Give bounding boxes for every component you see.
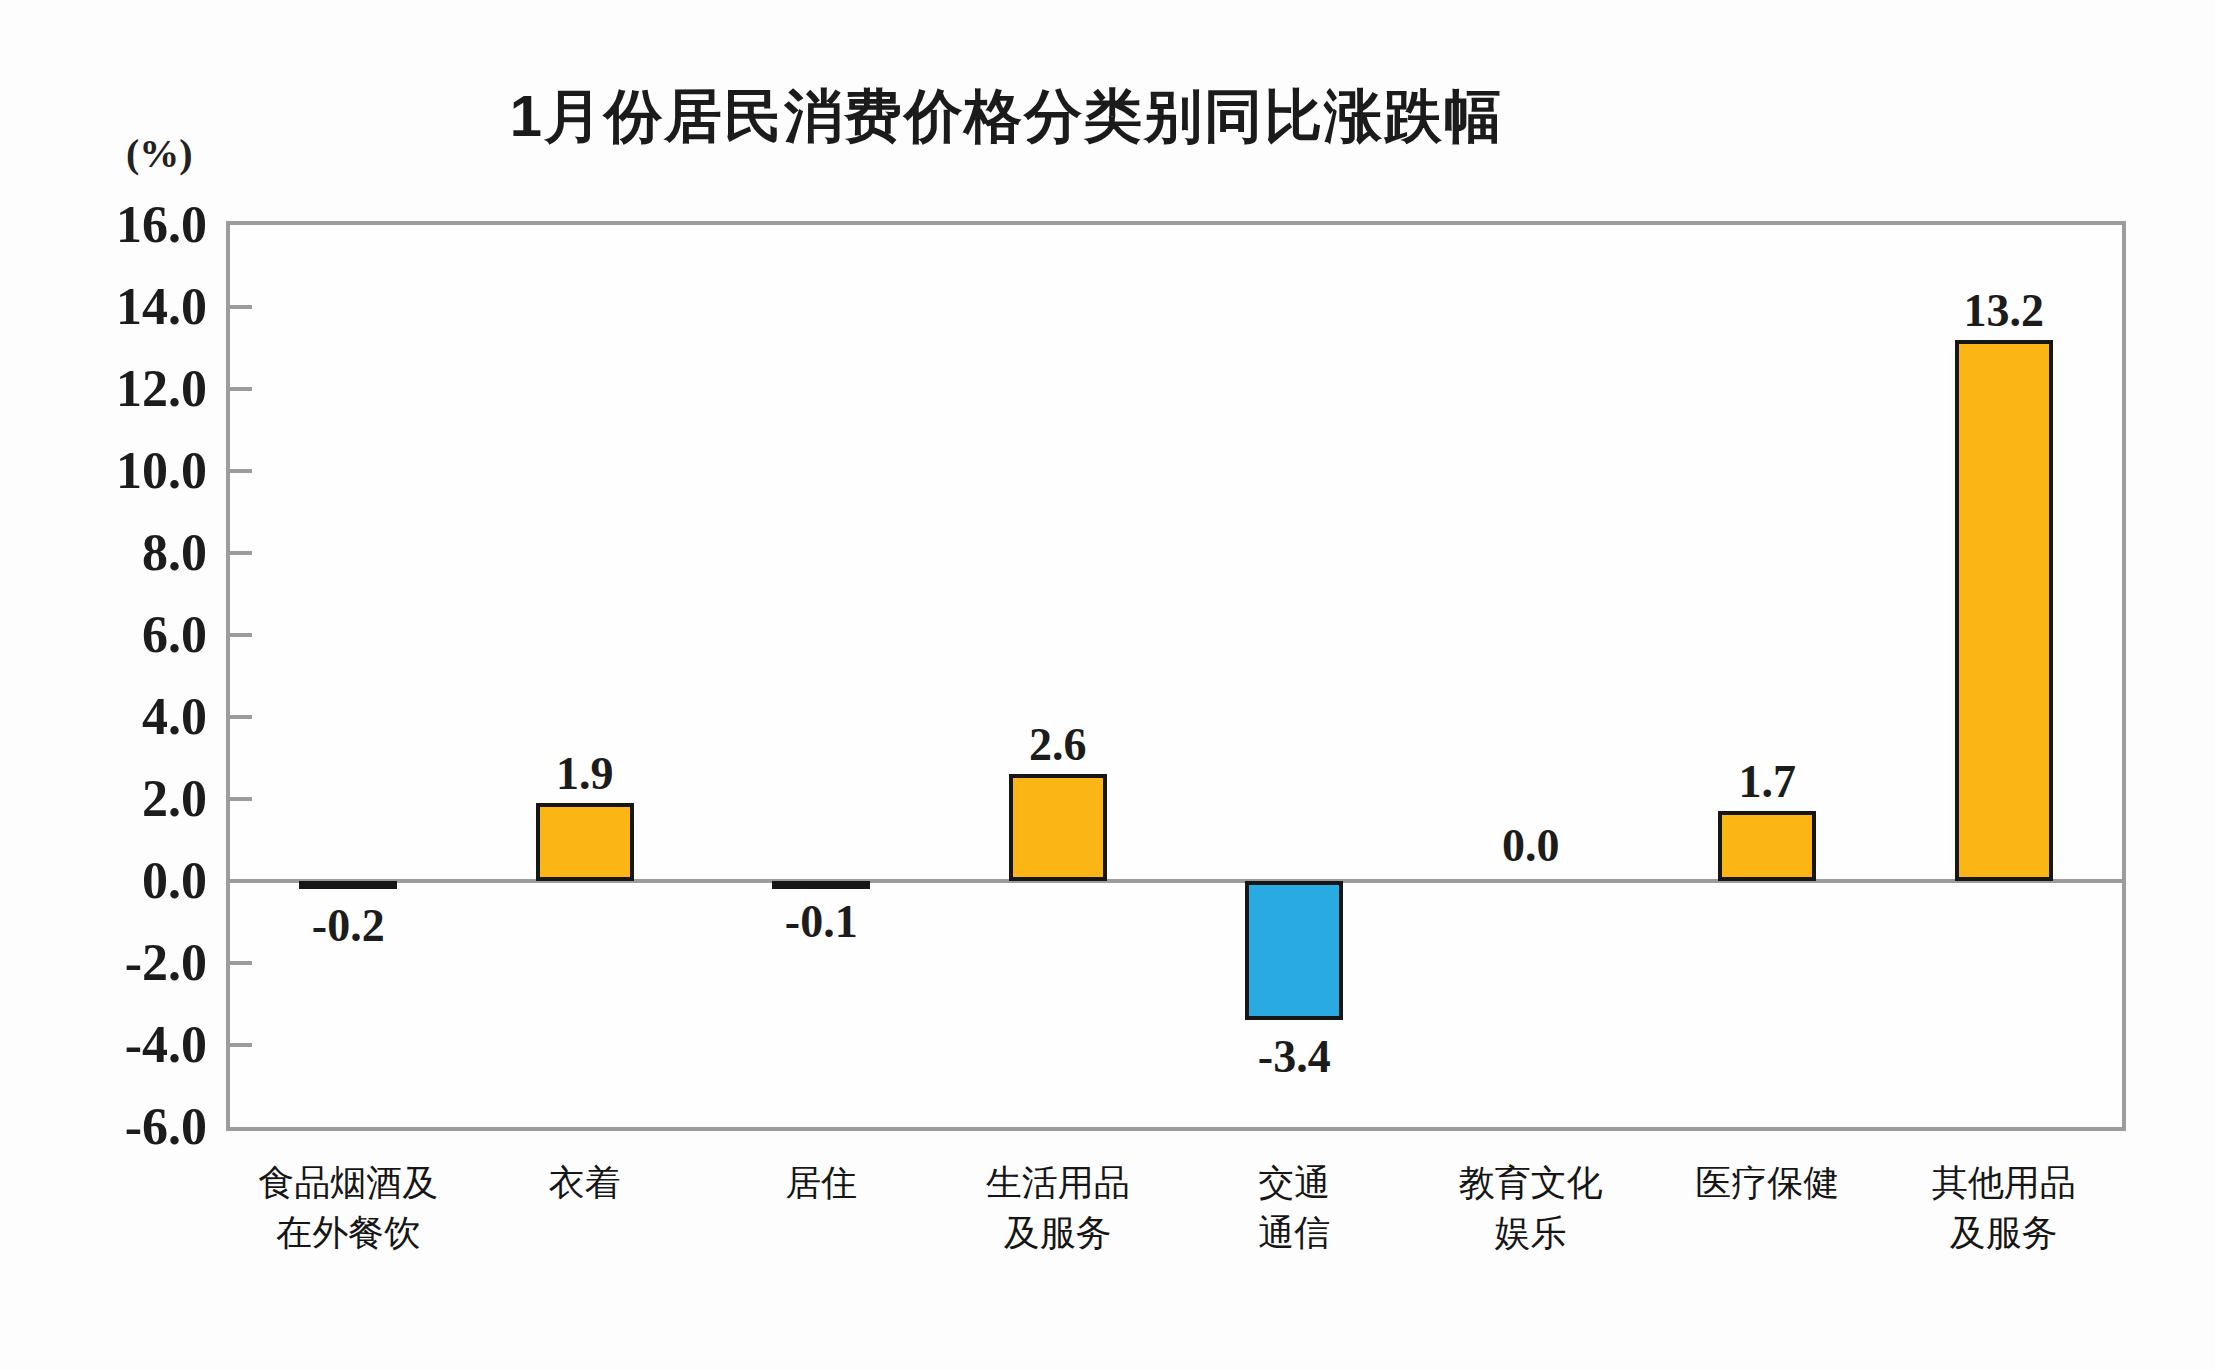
category-label: 居住 (785, 1158, 857, 1208)
y-axis-tick-mark (230, 633, 252, 637)
y-axis-tick-label: 0.0 (142, 855, 207, 907)
bar-value-label: 0.0 (1502, 819, 1560, 872)
bar-5 (1245, 881, 1343, 1020)
bar-3 (772, 881, 870, 889)
bar-value-label: 1.7 (1739, 755, 1797, 808)
y-axis-tick-mark (230, 1043, 252, 1047)
y-axis-tick-mark (230, 797, 252, 801)
y-axis-tick-label: 4.0 (142, 691, 207, 743)
bar-8 (1955, 340, 2053, 881)
bar-2 (536, 803, 634, 881)
y-axis-tick-mark (230, 305, 252, 309)
bar-value-label: -3.4 (1258, 1030, 1331, 1083)
y-axis-tick-mark (230, 551, 252, 555)
bar-1 (299, 881, 397, 889)
y-axis-tick-mark (230, 715, 252, 719)
y-axis-tick-label: 12.0 (116, 363, 207, 415)
y-axis-tick-label: -4.0 (125, 1019, 207, 1071)
y-axis-tick-label: 8.0 (142, 527, 207, 579)
y-axis-tick-label: 14.0 (116, 281, 207, 333)
y-axis-tick-label: -2.0 (125, 937, 207, 989)
bar-value-label: -0.1 (785, 895, 858, 948)
y-axis-tick-label: 16.0 (116, 199, 207, 251)
y-axis-tick-mark (230, 469, 252, 473)
y-axis-tick-label: 10.0 (116, 445, 207, 497)
category-label: 其他用品 及服务 (1932, 1158, 2076, 1258)
y-axis-tick-mark (230, 961, 252, 965)
category-label: 医疗保健 (1695, 1158, 1839, 1208)
y-axis-tick-mark (230, 387, 252, 391)
bar-value-label: 2.6 (1029, 718, 1087, 771)
y-axis-tick-label: -6.0 (125, 1101, 207, 1153)
zero-baseline (230, 879, 2122, 883)
category-label: 食品烟酒及 在外餐饮 (258, 1158, 438, 1258)
bar-value-label: -0.2 (312, 899, 385, 952)
bar-7 (1718, 811, 1816, 881)
y-axis-unit-label: (%) (126, 130, 193, 177)
bar-4 (1009, 774, 1107, 881)
cpi-bar-chart: 1月份居民消费价格分类别同比涨跌幅 (%) 16.0 14.0 12.0 10.0 8.… (0, 0, 2215, 1370)
bar-value-label: 13.2 (1964, 284, 2045, 337)
y-axis-tick-label: 6.0 (142, 609, 207, 661)
category-label: 衣着 (549, 1158, 621, 1208)
category-label: 生活用品 及服务 (986, 1158, 1130, 1258)
chart-title: 1月份居民消费价格分类别同比涨跌幅 (510, 78, 1504, 156)
category-label: 教育文化 娱乐 (1459, 1158, 1603, 1258)
category-label: 交通 通信 (1258, 1158, 1330, 1258)
y-axis-tick-label: 2.0 (142, 773, 207, 825)
plot-area (226, 221, 2126, 1131)
bar-value-label: 1.9 (556, 747, 614, 800)
